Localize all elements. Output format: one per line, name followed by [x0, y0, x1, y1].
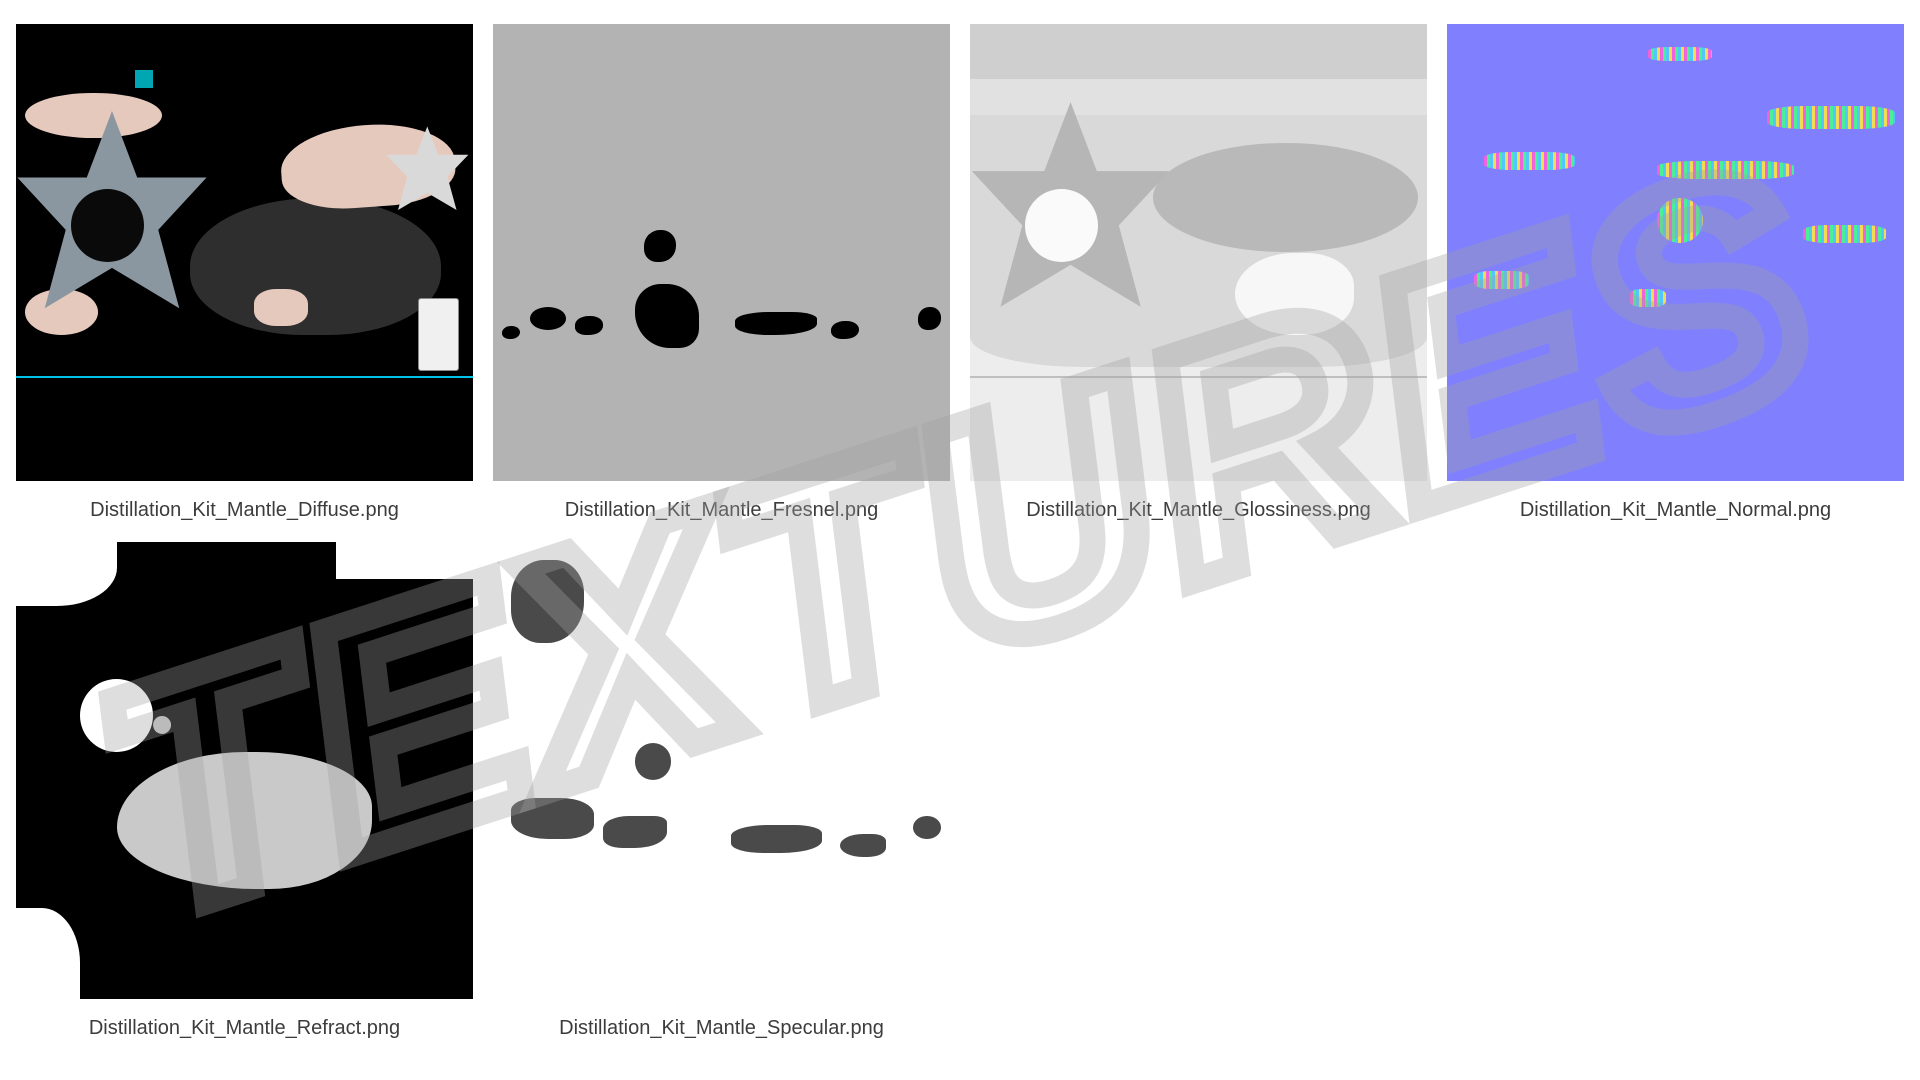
texture-filename: Distillation_Kit_Mantle_Normal.png: [1520, 499, 1831, 522]
texture-thumbnail-fresnel[interactable]: [493, 24, 950, 481]
texture-filename: Distillation_Kit_Mantle_Glossiness.png: [1026, 499, 1371, 522]
texture-thumbnail-specular[interactable]: [493, 542, 950, 999]
texture-thumbnail-refract[interactable]: [16, 542, 473, 999]
texture-item[interactable]: Distillation_Kit_Mantle_Specular.png: [493, 542, 950, 1040]
texture-filename: Distillation_Kit_Mantle_Fresnel.png: [565, 499, 879, 522]
texture-thumbnail-normal[interactable]: [1447, 24, 1904, 481]
texture-item[interactable]: Distillation_Kit_Mantle_Fresnel.png: [493, 24, 950, 522]
texture-filename: Distillation_Kit_Mantle_Specular.png: [559, 1017, 884, 1040]
texture-filename: Distillation_Kit_Mantle_Refract.png: [89, 1017, 400, 1040]
texture-thumbnail-glossiness[interactable]: [970, 24, 1427, 481]
texture-item[interactable]: Distillation_Kit_Mantle_Diffuse.png: [16, 24, 473, 522]
texture-item[interactable]: Distillation_Kit_Mantle_Glossiness.png: [970, 24, 1427, 522]
texture-item[interactable]: Distillation_Kit_Mantle_Normal.png: [1447, 24, 1904, 522]
texture-filename: Distillation_Kit_Mantle_Diffuse.png: [90, 499, 399, 522]
texture-item[interactable]: Distillation_Kit_Mantle_Refract.png: [16, 542, 473, 1040]
texture-thumbnail-diffuse[interactable]: [16, 24, 473, 481]
texture-grid: Distillation_Kit_Mantle_Diffuse.png Dist…: [0, 0, 1920, 1064]
